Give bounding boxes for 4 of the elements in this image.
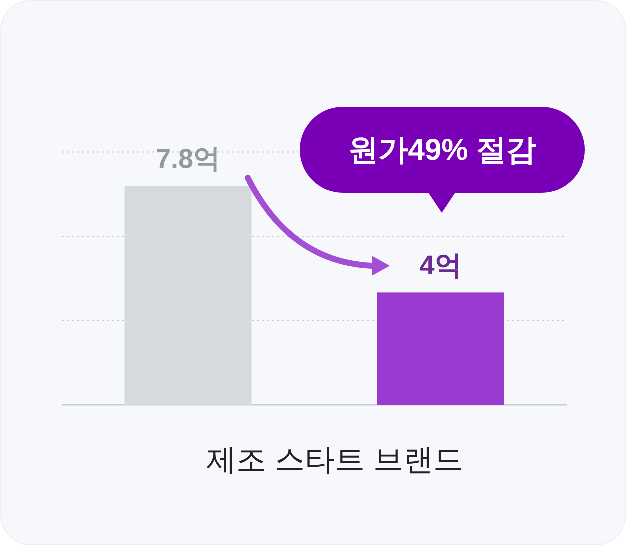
data-label: 4억 — [420, 250, 462, 281]
x-axis-title: 제조 스타트 브랜드 — [206, 444, 464, 477]
data-label: 7.8억 — [156, 144, 221, 174]
text: 원가49% 절감 — [348, 134, 537, 167]
